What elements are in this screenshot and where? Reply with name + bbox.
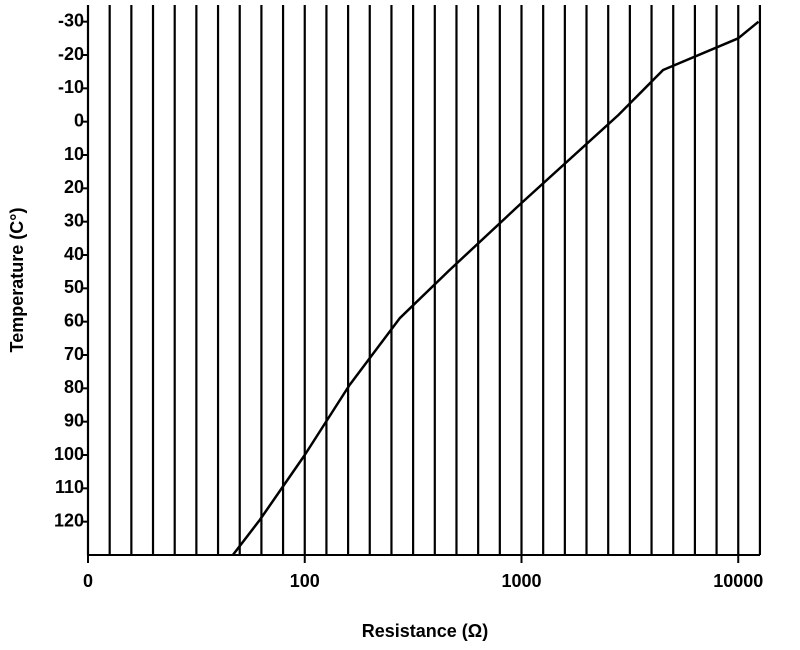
y-tick-label: 80 <box>64 377 84 397</box>
x-tick-label: 10000 <box>713 571 763 591</box>
y-tick-label: 90 <box>64 410 84 430</box>
y-tick-label: 70 <box>64 344 84 364</box>
y-tick-label: 10 <box>64 144 84 164</box>
y-tick-label: 20 <box>64 177 84 197</box>
y-tick-label: -10 <box>58 77 84 97</box>
y-tick-label: 50 <box>64 277 84 297</box>
y-tick-label: 40 <box>64 244 84 264</box>
y-tick-label: 120 <box>54 510 84 530</box>
x-tick-label: 100 <box>290 571 320 591</box>
y-tick-label: 30 <box>64 210 84 230</box>
y-tick-label: -20 <box>58 44 84 64</box>
line <box>231 20 760 556</box>
y-tick-label: 110 <box>55 477 84 497</box>
y-tick-label: 60 <box>64 310 84 330</box>
y-tick-label: 100 <box>54 444 84 464</box>
y-tick-label: -30 <box>58 10 84 30</box>
x-axis-label: Resistance (Ω) <box>362 621 488 641</box>
y-tick-label: 0 <box>74 110 84 130</box>
y-axis-label: Temperature (C°) <box>7 208 27 353</box>
x-tick-label: 1000 <box>501 571 541 591</box>
x-tick-label: 0 <box>83 571 93 591</box>
